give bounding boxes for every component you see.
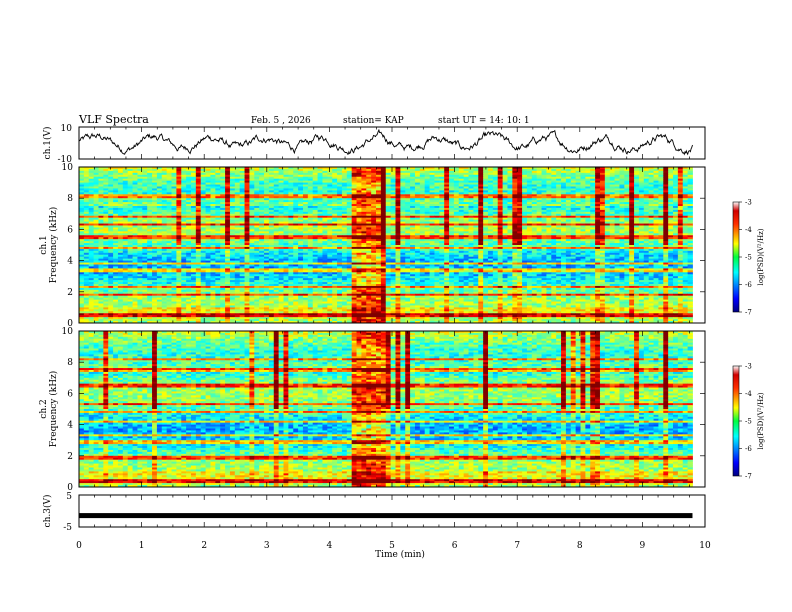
colorbar-tick-label: -4 (745, 390, 752, 398)
x-tick-label: 4 (327, 541, 333, 551)
y-tick-label: 4 (67, 421, 73, 431)
x-tick-label: 1 (139, 541, 145, 551)
y-tick-label: 8 (67, 194, 73, 204)
ch1-colorbar: -3 -4 -5 -6 -7 log(PSD)(V²/Hz) (732, 199, 765, 317)
ch2-colorbar-label: log(PSD)(V²/Hz) (757, 392, 765, 449)
y-tick-label: 2 (67, 288, 73, 298)
ch2-spectrogram-panel: 0 2 4 6 8 10 ch.2 Frequency (kHz) (39, 327, 706, 493)
y-tick-label: 2 (67, 452, 73, 462)
x-tick-label: 7 (514, 541, 520, 551)
ch1-spectrogram-ticks (78, 167, 706, 323)
x-tick-label: 9 (640, 541, 646, 551)
ch3-panel: 5 -5 ch.3(V) (42, 492, 706, 533)
x-axis-tick-labels: 0 1 2 3 4 5 6 7 8 9 10 (76, 541, 711, 551)
ch1-waveform-ylabel: ch.1(V) (42, 127, 53, 160)
ch1-spectrogram-panel: 0 2 4 6 8 10 ch.1 Frequency (kHz) (39, 163, 706, 329)
ch2-colorbar: -3 -4 -5 -6 -7 log(PSD)(V²/Hz) (732, 363, 765, 481)
colorbar-tick-label: -7 (745, 473, 752, 481)
y-tick-label: 4 (67, 257, 73, 267)
ch1-waveform-ticks (78, 127, 706, 159)
ch1-spectrogram-ylabel-a: ch.1 (39, 235, 49, 254)
ch2-spectrogram-image (79, 331, 693, 488)
y-tick-label: 0 (67, 319, 73, 329)
start-time-label: start UT = 14: 10: 1 (438, 116, 530, 126)
x-tick-label: 5 (389, 541, 395, 551)
y-tick-label: 6 (67, 225, 73, 235)
ch3-ticks (78, 495, 706, 527)
colorbar-tick-label: -6 (745, 445, 752, 453)
ch1-spectrogram-image (79, 167, 693, 324)
x-axis-label: Time (min) (375, 549, 425, 560)
x-tick-label: 8 (577, 541, 583, 551)
y-tick-label: 6 (67, 389, 73, 399)
colorbar-tick-label: -7 (745, 309, 752, 317)
ch2-spectrogram-yticks: 0 2 4 6 8 10 (62, 327, 705, 493)
x-tick-label: 10 (699, 541, 711, 551)
x-tick-label: 3 (264, 541, 270, 551)
colorbar-tick-label: -6 (745, 281, 752, 289)
ch2-spectrogram-ylabel-a: ch.2 (39, 399, 49, 418)
y-tick-label: 10 (62, 327, 74, 337)
colorbar-tick-label: -5 (745, 418, 752, 426)
date-label: Feb. 5 , 2026 (251, 116, 311, 126)
colorbar-tick-label: -5 (745, 254, 752, 262)
ch1-spectrogram-ylabel-b: Frequency (kHz) (48, 207, 59, 284)
ch3-signal-line (79, 513, 693, 519)
x-tick-label: 2 (201, 541, 207, 551)
ch3-ytick-top: 5 (66, 492, 72, 502)
colorbar-tick-label: -3 (745, 363, 752, 371)
ch1-ytick-top: 10 (61, 124, 73, 134)
colorbar-tick-label: -4 (745, 226, 752, 234)
ch1-ytick-bottom: -10 (58, 155, 73, 165)
ch3-ytick-bottom: -5 (63, 523, 72, 533)
y-tick-label: 8 (67, 358, 73, 368)
ch1-waveform-panel: 10 -10 ch.1(V) (42, 124, 706, 165)
ch2-colorbar-ticks: -3 -4 -5 -6 -7 (739, 363, 752, 481)
y-tick-label: 0 (67, 483, 73, 493)
colorbar-tick-label: -3 (745, 199, 752, 207)
ch3-ylabel: ch.3(V) (42, 495, 53, 528)
ch2-spectrogram-ylabel-b: Frequency (kHz) (48, 371, 59, 448)
x-tick-label: 6 (452, 541, 458, 551)
ch2-spectrogram-ticks (78, 331, 706, 487)
station-label: station= KAP (343, 116, 404, 126)
figure-title: VLF Spectra (78, 113, 149, 126)
x-tick-label: 0 (76, 541, 82, 551)
ch1-colorbar-label: log(PSD)(V²/Hz) (757, 228, 765, 285)
ch1-waveform-line (78, 128, 693, 156)
y-tick-label: 10 (62, 163, 74, 173)
ch1-colorbar-ticks: -3 -4 -5 -6 -7 (739, 199, 752, 317)
ch1-spectrogram-yticks: 0 2 4 6 8 10 (62, 163, 705, 329)
